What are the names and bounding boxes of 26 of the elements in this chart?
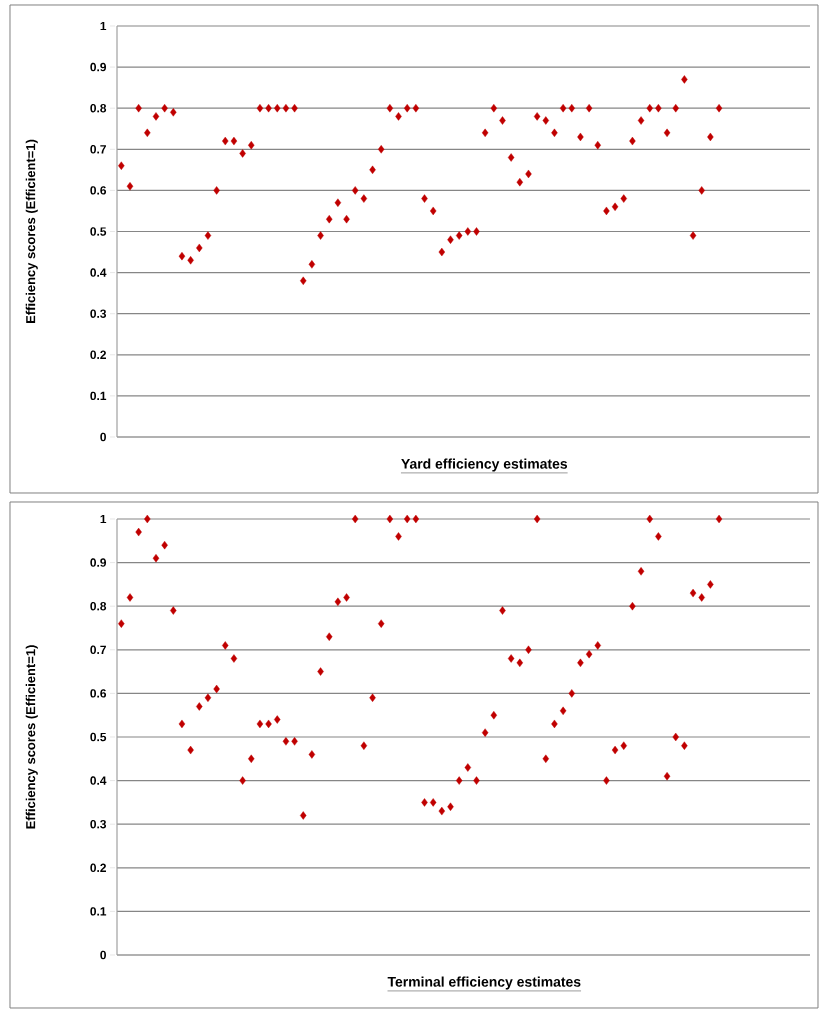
y-tick-label: 0.6 (90, 689, 107, 698)
y-tick-label: 1 (100, 21, 107, 31)
y-tick-label: 0.7 (90, 645, 106, 655)
y-tick-label: 0.6 (90, 186, 107, 195)
y-tick-label: 0 (100, 432, 106, 442)
y-tick-label: 0.9 (90, 558, 107, 567)
y-tick-label: 0.7 (90, 145, 106, 154)
y-axis-title: Efficiency scores (Efficient=1) (25, 139, 38, 323)
y-tick-label: 0.2 (90, 863, 106, 873)
y-tick-label: 0.8 (90, 601, 107, 611)
x-axis-title: Terminal efficiency estimates (387, 976, 581, 990)
y-tick-label: 0.5 (90, 227, 107, 236)
y-tick-label: 0.9 (90, 62, 107, 72)
y-tick-label: 0.3 (90, 819, 107, 829)
y-tick-label: 0.1 (90, 391, 107, 401)
y-axis-title: Efficiency scores (Efficient=1) (25, 645, 38, 829)
y-tick-label: 0.5 (90, 732, 107, 742)
y-tick-label: 0.4 (90, 268, 107, 277)
y-tick-label: 0.3 (90, 309, 107, 318)
y-tick-label: 0 (100, 950, 106, 960)
y-tick-label: 0.8 (90, 103, 107, 113)
y-tick-label: 0.4 (90, 776, 107, 785)
y-tick-label: 1 (100, 514, 107, 524)
y-tick-label: 0.1 (90, 907, 107, 916)
y-tick-label: 0.2 (90, 350, 106, 360)
x-axis-title: Yard efficiency estimates (401, 458, 568, 472)
